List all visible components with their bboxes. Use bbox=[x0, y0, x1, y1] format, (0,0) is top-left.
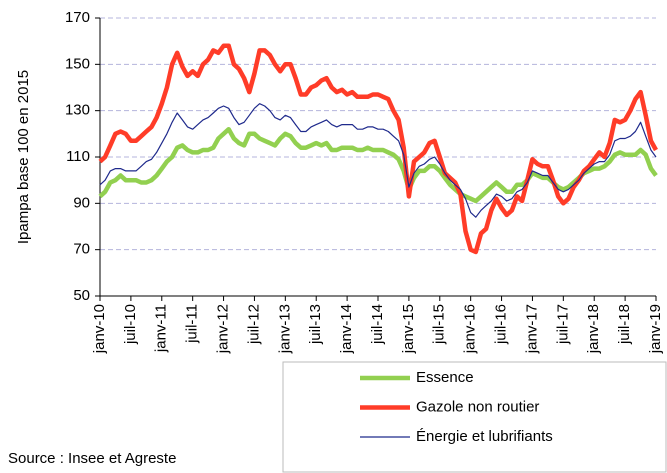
source: Source : Insee et Agreste bbox=[8, 450, 176, 467]
y-tick-label: 150 bbox=[65, 55, 90, 72]
x-tick-label: janv-17 bbox=[523, 304, 540, 354]
x-tick-label: juil-13 bbox=[307, 304, 324, 345]
x-tick-label: janv-18 bbox=[585, 304, 602, 354]
legend bbox=[282, 361, 667, 473]
x-tick-label: janv-15 bbox=[400, 304, 417, 354]
x-tick-label: juil-10 bbox=[122, 304, 139, 345]
x-tick-label: janv-11 bbox=[153, 304, 170, 353]
y-tick-label: 130 bbox=[65, 102, 90, 119]
series-line bbox=[99, 103, 657, 218]
y-tick-label: 90 bbox=[73, 194, 90, 211]
x-tick-label: janv-13 bbox=[276, 304, 293, 354]
legend-label: Gazole non routier bbox=[416, 398, 539, 415]
x-tick-label: janv-14 bbox=[338, 304, 355, 354]
series-line bbox=[98, 126, 658, 204]
series-line bbox=[98, 43, 658, 255]
legend-label: Essence bbox=[416, 369, 474, 386]
y-tick-label: 50 bbox=[73, 287, 90, 304]
x-tick-label: janv-12 bbox=[215, 304, 232, 354]
x-tick-label: juil-17 bbox=[554, 304, 571, 345]
x-tick-label: janv-10 bbox=[91, 304, 108, 354]
x-tick-label: juil-11 bbox=[184, 304, 201, 344]
y-tick-label: 170 bbox=[65, 9, 90, 26]
y-axis-label: Ipampa base 100 en 2015 bbox=[15, 70, 32, 244]
x-tick-label: juil-12 bbox=[245, 304, 262, 345]
y-tick-label: 70 bbox=[73, 241, 90, 258]
x-tick-label: janv-19 bbox=[647, 304, 664, 354]
y-tick-label: 110 bbox=[66, 148, 90, 165]
x-tick-label: juil-18 bbox=[616, 304, 633, 345]
legend-label: Énergie et lubrifiants bbox=[416, 428, 553, 445]
x-tick-label: juil-15 bbox=[431, 304, 448, 345]
x-tick-label: janv-16 bbox=[462, 304, 479, 354]
x-tick-label: juil-16 bbox=[493, 304, 510, 345]
x-tick-label: juil-14 bbox=[369, 304, 386, 345]
